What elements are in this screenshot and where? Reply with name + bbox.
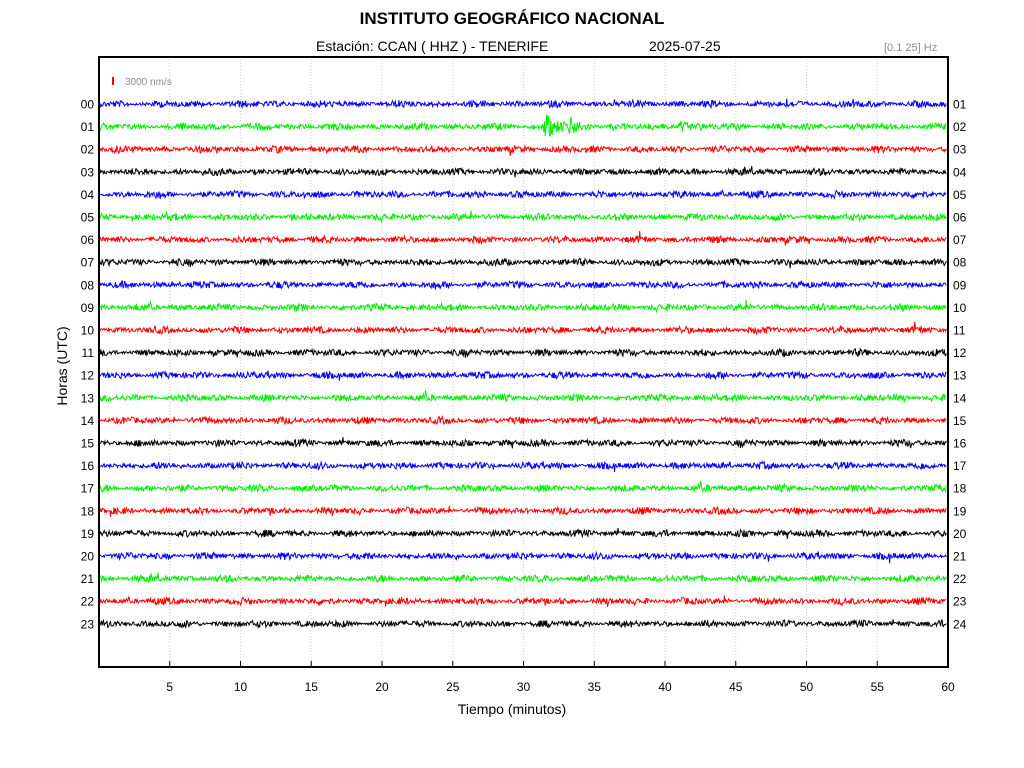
trace-hour-17 <box>99 480 947 494</box>
hour-label-left-04: 04 <box>81 188 95 202</box>
trace-hour-07 <box>99 257 947 269</box>
hour-label-right-01: 01 <box>953 98 967 112</box>
hour-label-left-15: 15 <box>81 437 95 451</box>
x-tick-label-15: 15 <box>305 680 319 694</box>
trace-hour-18 <box>99 505 947 518</box>
hour-label-right-03: 03 <box>953 143 967 157</box>
trace-hour-02 <box>99 144 947 156</box>
trace-hour-03 <box>99 165 947 178</box>
hour-label-left-01: 01 <box>81 120 95 134</box>
x-tick-label-30: 30 <box>517 680 531 694</box>
x-tick-label-10: 10 <box>234 680 248 694</box>
trace-hour-13 <box>99 390 947 403</box>
x-tick-label-50: 50 <box>800 680 814 694</box>
hour-label-left-17: 17 <box>81 482 95 496</box>
trace-hour-22 <box>99 595 947 607</box>
trace-hour-14 <box>99 414 947 426</box>
hour-label-right-20: 20 <box>953 527 967 541</box>
hour-label-left-06: 06 <box>81 233 95 247</box>
trace-hour-11 <box>99 346 947 358</box>
filter-band-label: [0.1 25] Hz <box>884 42 938 54</box>
trace-hour-12 <box>99 370 947 381</box>
hour-label-right-05: 05 <box>953 188 967 202</box>
trace-hour-01 <box>99 114 947 137</box>
hour-label-left-07: 07 <box>81 256 95 270</box>
trace-hour-16 <box>99 460 947 473</box>
chart-title: INSTITUTO GEOGRÁFICO NACIONAL <box>359 9 665 28</box>
hour-label-right-22: 22 <box>953 572 967 586</box>
trace-hour-23 <box>99 618 947 630</box>
hour-label-right-17: 17 <box>953 459 967 473</box>
hour-label-left-10: 10 <box>81 324 95 338</box>
x-tick-label-45: 45 <box>729 680 743 694</box>
hour-label-left-20: 20 <box>81 550 95 564</box>
hour-label-left-16: 16 <box>81 459 95 473</box>
hour-label-left-00: 00 <box>81 98 95 112</box>
trace-hour-09 <box>99 299 947 314</box>
hour-label-left-02: 02 <box>81 143 95 157</box>
hour-label-left-09: 09 <box>81 301 95 315</box>
hour-label-right-07: 07 <box>953 233 967 247</box>
hour-label-left-11: 11 <box>82 346 95 360</box>
x-tick-label-60: 60 <box>941 680 955 694</box>
hour-label-left-19: 19 <box>81 527 95 541</box>
hour-label-right-02: 02 <box>953 120 967 134</box>
hour-label-right-12: 12 <box>953 346 967 360</box>
hour-label-right-11: 11 <box>953 324 966 338</box>
amplitude-scale-label: 3000 nm/s <box>125 77 172 88</box>
hour-label-right-15: 15 <box>953 414 967 428</box>
hour-label-left-08: 08 <box>81 278 95 292</box>
trace-hour-21 <box>99 572 947 584</box>
trace-hour-04 <box>99 189 947 200</box>
hour-label-left-12: 12 <box>81 369 95 383</box>
hour-label-right-13: 13 <box>953 369 967 383</box>
hour-label-left-14: 14 <box>81 414 95 428</box>
hour-label-right-10: 10 <box>953 301 967 315</box>
hour-label-left-22: 22 <box>81 595 95 609</box>
x-tick-label-55: 55 <box>871 680 885 694</box>
trace-hour-10 <box>99 321 947 336</box>
x-tick-label-5: 5 <box>166 680 173 694</box>
hour-label-right-08: 08 <box>953 256 967 270</box>
trace-hour-05 <box>99 210 947 224</box>
trace-hour-08 <box>99 279 947 291</box>
hour-label-left-03: 03 <box>81 165 95 179</box>
trace-hour-19 <box>99 528 947 540</box>
x-tick-label-40: 40 <box>658 680 672 694</box>
x-axis-label: Tiempo (minutos) <box>457 701 567 717</box>
trace-hour-06 <box>99 231 947 246</box>
hour-label-right-19: 19 <box>953 504 967 518</box>
hour-label-right-04: 04 <box>953 165 967 179</box>
trace-hour-15 <box>99 437 947 449</box>
hour-label-right-06: 06 <box>953 211 967 225</box>
hour-label-right-21: 21 <box>953 550 967 564</box>
hour-label-right-16: 16 <box>953 437 967 451</box>
trace-hour-20 <box>99 550 947 564</box>
hour-label-right-14: 14 <box>953 391 967 405</box>
hour-label-right-24: 24 <box>953 617 967 631</box>
date-label: 2025-07-25 <box>649 38 721 54</box>
hour-label-left-21: 21 <box>81 572 95 586</box>
hour-label-right-18: 18 <box>953 482 967 496</box>
hour-label-left-18: 18 <box>81 504 95 518</box>
station-label: Estación: CCAN ( HHZ ) - TENERIFE <box>316 38 549 54</box>
hour-label-left-13: 13 <box>81 391 95 405</box>
x-tick-label-35: 35 <box>588 680 602 694</box>
hour-label-right-09: 09 <box>953 278 967 292</box>
x-tick-label-25: 25 <box>446 680 460 694</box>
trace-hour-00 <box>99 98 947 110</box>
hour-label-left-23: 23 <box>81 617 95 631</box>
hour-label-right-23: 23 <box>953 595 967 609</box>
hour-label-left-05: 05 <box>81 211 95 225</box>
x-tick-label-20: 20 <box>375 680 389 694</box>
